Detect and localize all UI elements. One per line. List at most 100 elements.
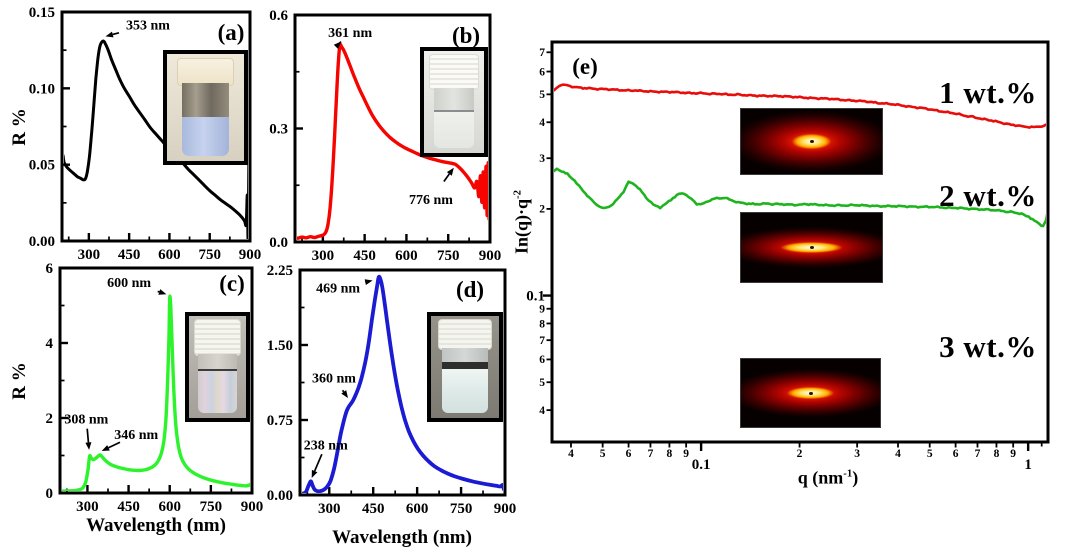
annotation-label: 353 nm	[126, 19, 170, 34]
y-tick-label: 7	[539, 47, 545, 59]
y-tick-label: 0.0	[269, 235, 288, 251]
vial-glass	[441, 347, 489, 362]
curve-c	[62, 294, 250, 491]
vial-photo	[431, 316, 499, 418]
vial-glass	[197, 353, 238, 370]
annotation-arrow-line	[341, 389, 345, 393]
y-tick-label: 6	[539, 354, 545, 366]
vial-glass	[182, 82, 229, 118]
x-tick-label: 300	[312, 248, 335, 264]
x-tick-label: 900	[241, 499, 264, 515]
vial-liquid	[197, 369, 238, 413]
vial-photo	[167, 54, 244, 161]
inset-photo-vial-c	[185, 312, 250, 422]
vial-cap	[177, 58, 234, 86]
y-tick-label: 0.10	[29, 81, 55, 97]
panel-b: 300 450 600 750 900 0.0 0.3 0.6 361 nm 776 nm	[269, 8, 501, 264]
annotation-label: 361 nm	[328, 26, 372, 41]
y-tick-label: 8	[539, 318, 545, 330]
panel-label-a: (a)	[217, 20, 245, 45]
x-tick-label: 600	[158, 247, 181, 263]
y-axis-title-e-sup: -2	[511, 189, 524, 199]
vial-cap	[437, 319, 493, 350]
x-tick-label: 1	[1024, 457, 1032, 473]
y-tick-label: 5	[539, 89, 545, 101]
vial-liquid	[182, 117, 229, 156]
x-tick-label: 0.1	[692, 457, 711, 473]
y-tick-label: 7	[539, 335, 545, 347]
curve-1wt	[554, 83, 1046, 129]
y-tick-label: 0.00	[267, 488, 293, 504]
y-tick-label: 0.05	[29, 158, 55, 174]
series-label-2wt: 2 wt.%	[939, 178, 1037, 213]
x-tick-label: 6	[626, 448, 632, 460]
annotation-label: 238 nm	[304, 439, 348, 454]
x-tick-label: 300	[318, 501, 341, 517]
y-tick-label: 4	[539, 117, 545, 129]
curve-2wt	[554, 167, 1046, 228]
vial-photo	[189, 316, 246, 418]
x-tick-label: 9	[683, 448, 689, 460]
y-axis-title-e: In(q)·q-2	[512, 190, 533, 254]
x-tick-label: 300	[78, 247, 101, 263]
y-tick-label: 0.00	[29, 234, 55, 250]
annotation-label: 346 nm	[114, 428, 158, 443]
y-tick-label: 0.3	[269, 121, 288, 137]
x-axis-title-e: q (nm-1)	[798, 468, 859, 489]
y-tick-label: 2	[46, 411, 54, 427]
annotation-label: 600 nm	[107, 276, 151, 291]
vial-liquid	[433, 110, 475, 148]
annotation-label: 776 nm	[409, 193, 453, 208]
x-tick-label: 450	[118, 247, 141, 263]
vial-cap	[428, 54, 480, 90]
x-tick-label: 600	[406, 501, 429, 517]
curve-a	[64, 39, 248, 239]
inset-saxs-pattern-2wt	[740, 212, 883, 283]
y-tick-label: 6	[539, 66, 545, 78]
y-tick-label: 4	[46, 336, 54, 352]
x-axis-title-e-sup: -1	[843, 467, 853, 480]
inset-saxs-pattern-1wt	[740, 108, 883, 175]
x-tick-label: 750	[450, 501, 473, 517]
annotation-arrow-line	[443, 173, 451, 182]
vial-glass	[433, 87, 475, 111]
curve-d	[302, 274, 503, 493]
annotation-arrow-head	[341, 390, 348, 398]
x-tick-label: 300	[76, 499, 99, 515]
annotation-arrow-head	[311, 469, 318, 478]
annotation-arrow-line	[157, 290, 160, 293]
x-tick-label: 900	[494, 501, 517, 517]
y-tick-label: 9	[539, 304, 545, 316]
annotation-arrow-head	[364, 279, 373, 285]
x-axis-title-e-base: q (nm	[797, 467, 844, 488]
annotation-arrow-head	[105, 31, 114, 38]
panel-label-b: (b)	[451, 23, 481, 48]
x-axis-title-e-close: )	[852, 467, 859, 488]
x-tick-label: 9	[1010, 448, 1016, 460]
scattering-glow-icon	[741, 213, 882, 282]
x-axis-title-d: Wavelength (nm)	[332, 527, 472, 548]
x-tick-label: 8	[994, 448, 1000, 460]
x-tick-label: 3	[854, 448, 860, 460]
x-tick-label: 5	[600, 448, 606, 460]
panel-c: 300 450 600 750 900 0 2 4 6 600 nm 308 nm 346 nm	[46, 261, 264, 515]
annotation-arrow-head	[333, 41, 342, 49]
annotation-arrow-line	[108, 441, 121, 449]
vial-liquid	[441, 369, 489, 413]
curve-b	[297, 42, 488, 240]
annotation-arrow-head	[101, 445, 110, 451]
x-tick-label: 600	[395, 248, 418, 264]
panel-label-d: (d)	[455, 277, 485, 302]
vial-photo	[424, 51, 484, 153]
annotation-arrow-line	[112, 31, 120, 36]
x-tick-label: 4	[568, 448, 574, 460]
y-tick-label: 0.1	[526, 289, 545, 305]
annotation-label: 360 nm	[312, 372, 356, 387]
x-tick-label: 750	[198, 247, 221, 263]
y-tick-label: 0.6	[269, 8, 288, 24]
panel-label-e: (e)	[572, 54, 598, 79]
inset-saxs-pattern-3wt	[740, 358, 881, 428]
